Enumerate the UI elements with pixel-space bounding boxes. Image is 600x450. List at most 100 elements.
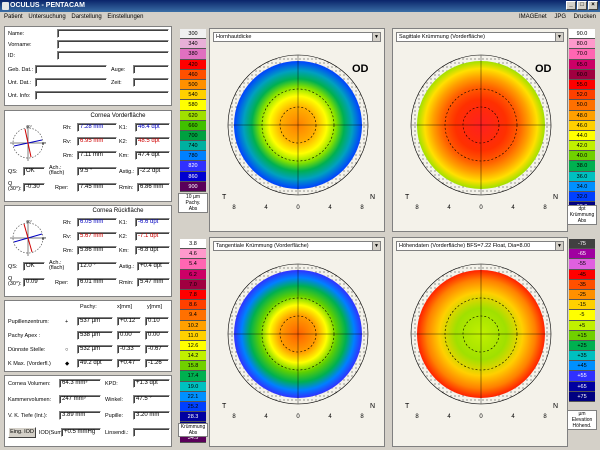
scale-step: 32.0 — [569, 192, 595, 203]
menu-jpg[interactable]: JPG — [554, 14, 566, 20]
front-ach-value: 9.5 ° — [77, 167, 117, 176]
n-label: N — [370, 403, 375, 410]
pachy-value: 538 µm — [77, 331, 113, 340]
scale-step: +55 — [569, 371, 595, 382]
front-k2-label: K2: — [119, 139, 128, 145]
scale-step: 860 — [180, 171, 206, 182]
front-rh-label: Rh: — [63, 125, 72, 131]
topography-plot: 8 4 0 4 8T N — [222, 54, 375, 211]
app-logo-icon — [2, 2, 9, 10]
sagittal-curvature-map[interactable]: Sagittale Krümmung (Vorderfläche) ▼ OD 8 4… — [392, 28, 568, 232]
back-ach-label: Ach.: (flach) — [49, 260, 65, 271]
iodsum-label: IOD(Sum): — [39, 430, 66, 436]
geb-label: Geb. Dat.: — [8, 67, 34, 73]
front-surface-panel: Cornea Vorderfläche 90° 0° Rh: 7.28 mm K… — [4, 110, 172, 202]
col-pachy-label: Pachy: — [80, 304, 97, 310]
map-type-select[interactable]: Sagittale Krümmung (Vorderfläche) ▼ — [396, 32, 564, 42]
tangential-curvature-map[interactable]: Tangentiale Krümmung (Vorderfläche) ▼ 8 4 0… — [209, 237, 385, 447]
pupille-label: Pupille: — [105, 413, 124, 419]
scale-step: 12.6 — [180, 340, 206, 352]
map-type-select[interactable]: Höhendaten (Vorderfläche) BFS=7.22 Float… — [396, 241, 564, 251]
maximize-button[interactable]: □ — [577, 1, 587, 10]
window-title: OCULUS - PENTACAM — [10, 2, 85, 9]
menu-patient[interactable]: Patient — [4, 14, 23, 20]
front-rper-label: Rper: — [55, 185, 69, 191]
axis-tick-label: 8 — [360, 205, 364, 211]
menu-imagenet[interactable]: IMAGEnet — [518, 14, 547, 20]
scale-step: -65 — [569, 249, 595, 260]
front-qs-label: QS: — [8, 169, 18, 175]
scale-step: 55.0 — [569, 79, 595, 91]
name-field[interactable] — [57, 29, 169, 38]
map-type-select[interactable]: Tangentiale Krümmung (Vorderfläche) ▼ — [213, 241, 381, 251]
front-km-label: Km: — [119, 153, 129, 159]
chevron-down-icon[interactable]: ▼ — [555, 33, 563, 41]
scale-step: 6.2 — [180, 269, 206, 280]
scale-step: 460 — [180, 69, 206, 80]
kpd-value: +1.3 dpt — [133, 379, 170, 388]
scale-step: 40.0 — [569, 151, 595, 162]
topography-plot: 8 4 0 4 8T N — [405, 263, 558, 420]
elevation-map[interactable]: Höhendaten (Vorderfläche) BFS=7.22 Float… — [392, 237, 568, 447]
scale-step: 3.8 — [180, 239, 206, 250]
chevron-down-icon[interactable]: ▼ — [555, 242, 563, 250]
n-label: N — [553, 194, 558, 201]
menu-untersuchung[interactable]: Untersuchung — [28, 14, 66, 20]
t-label: T — [405, 403, 410, 410]
svg-text:0°: 0° — [42, 236, 46, 241]
title-bar: OCULUS - PENTACAM _ □ × — [0, 0, 600, 12]
pachy-value: 49.2 dpt — [77, 359, 113, 368]
axis-tick-label: 0 — [479, 414, 483, 420]
back-qs-label: QS: — [8, 264, 18, 270]
minimize-button[interactable]: _ — [566, 1, 576, 10]
curvature-bottom-scale-mode: Abs — [188, 430, 198, 436]
auge-field[interactable] — [133, 65, 169, 74]
menu-drucken[interactable]: Drucken — [573, 14, 596, 20]
pachy-scale-footer: 10 µm Pachy. Abs — [178, 193, 208, 213]
vorname-field[interactable] — [57, 40, 169, 49]
pachy-y-value: 0.00 — [145, 331, 169, 340]
back-ach-value: 12.0 ° — [77, 262, 117, 271]
eing-iod-button[interactable]: Eing. IOD — [8, 427, 36, 438]
menu-darstellung[interactable]: Darstellung — [71, 14, 102, 20]
scale-step: 15.8 — [180, 361, 206, 372]
front-km-value: 47.4 dpt — [135, 151, 170, 160]
scale-step: 380 — [180, 49, 206, 60]
elevation-scale-unit: µm — [578, 411, 586, 417]
pachy-y-value: -0.67 — [145, 345, 169, 354]
svg-text:90°: 90° — [26, 124, 32, 129]
unt-label: Unt. Dat.: — [8, 80, 32, 86]
unt-field[interactable] — [35, 78, 107, 87]
scale-step: 10.2 — [180, 320, 206, 331]
volumes-panel: Cornea Volumen: 64.3 mm³ KPD: +1.3 dpt K… — [4, 375, 172, 447]
geb-field[interactable] — [35, 65, 107, 74]
map-type-select[interactable]: Hornhautdicke ▼ — [213, 32, 381, 42]
t-label: T — [405, 194, 410, 201]
id-field[interactable] — [57, 51, 169, 60]
back-q-value: 0.09 — [23, 278, 45, 287]
col-x-label: x[mm] — [117, 304, 132, 310]
topography-plot: 8 4 0 4 8T N — [405, 54, 558, 211]
name-label: Name: — [8, 31, 25, 37]
front-rm-value: 7.11 mm — [77, 151, 117, 160]
axis-tick-label: 8 — [232, 414, 236, 420]
info-field[interactable] — [35, 91, 169, 100]
pachy-scale-name: Pachy. — [185, 200, 201, 206]
scale-step: +35 — [569, 351, 595, 362]
axis-tick-label: 4 — [511, 414, 515, 420]
menu-einstellungen[interactable]: Einstellungen — [107, 14, 144, 20]
scale-step: 42.0 — [569, 141, 595, 152]
chevron-down-icon[interactable]: ▼ — [372, 242, 380, 250]
chevron-down-icon[interactable]: ▼ — [372, 33, 380, 41]
back-k2-label: K2: — [119, 234, 128, 240]
zeit-field[interactable] — [133, 78, 169, 87]
close-button[interactable]: × — [588, 1, 598, 10]
scale-step: 740 — [180, 141, 206, 152]
scale-step: +5 — [569, 320, 595, 331]
pachy-row-label: Pachy Apex : — [8, 333, 41, 339]
diamond-icon: ◆ — [65, 361, 70, 367]
scale-step: 300 — [180, 29, 206, 40]
col-y-label: y[mm] — [147, 304, 162, 310]
pachy-row-label: K Max. (Vorderfl.) — [8, 361, 51, 367]
